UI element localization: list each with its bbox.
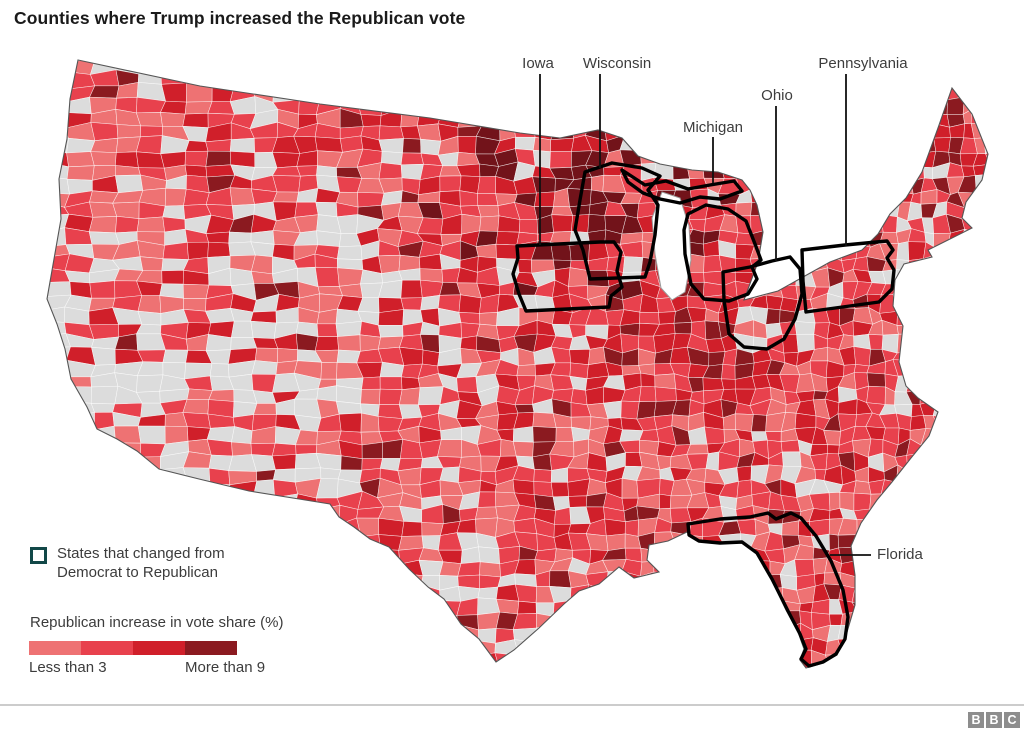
state-label-michigan: Michigan [682, 119, 744, 136]
color-scale-segment-1 [29, 641, 81, 655]
color-scale-segment-2 [81, 641, 133, 655]
color-scale-min-label: Less than 3 [29, 659, 107, 676]
color-scale-ramp [29, 641, 237, 655]
state-outline-michigan-lp [682, 203, 763, 303]
color-scale-title: Republican increase in vote share (%) [30, 614, 284, 631]
state-outline-pennsylvania [800, 239, 896, 314]
state-outline-wisconsin [573, 161, 662, 281]
color-scale-segment-4 [185, 641, 237, 655]
state-label-florida: Florida [877, 546, 923, 563]
bbc-logo: B B C [968, 712, 1020, 728]
color-scale-segment-3 [133, 641, 185, 655]
label-leader-lines [539, 74, 871, 556]
state-label-iowa: Iowa [522, 55, 554, 72]
state-outline-ohio [721, 255, 804, 351]
state-outline-iowa [511, 240, 624, 313]
highlighted-state-outlines [511, 161, 896, 668]
changed-states-legend-label: States that changed from Democrat to Rep… [57, 545, 225, 581]
state-label-wisconsin: Wisconsin [582, 55, 652, 72]
bbc-logo-letter: B [968, 712, 984, 728]
color-scale-max-label: More than 9 [185, 659, 266, 676]
page-title: Counties where Trump increased the Repub… [14, 8, 466, 28]
state-outline-florida [686, 511, 850, 668]
bbc-logo-letter: B [986, 712, 1002, 728]
state-label-ohio: Ohio [761, 87, 793, 104]
state-outline-michigan-up [620, 168, 744, 205]
state-label-pennsylvania: Pennsylvania [818, 55, 908, 72]
county-mosaic [47, 60, 988, 668]
state-outline-square-icon [30, 547, 47, 564]
footer-divider [0, 704, 1024, 706]
bbc-logo-letter: C [1004, 712, 1020, 728]
changed-states-legend: States that changed from Democrat to Rep… [30, 544, 265, 582]
